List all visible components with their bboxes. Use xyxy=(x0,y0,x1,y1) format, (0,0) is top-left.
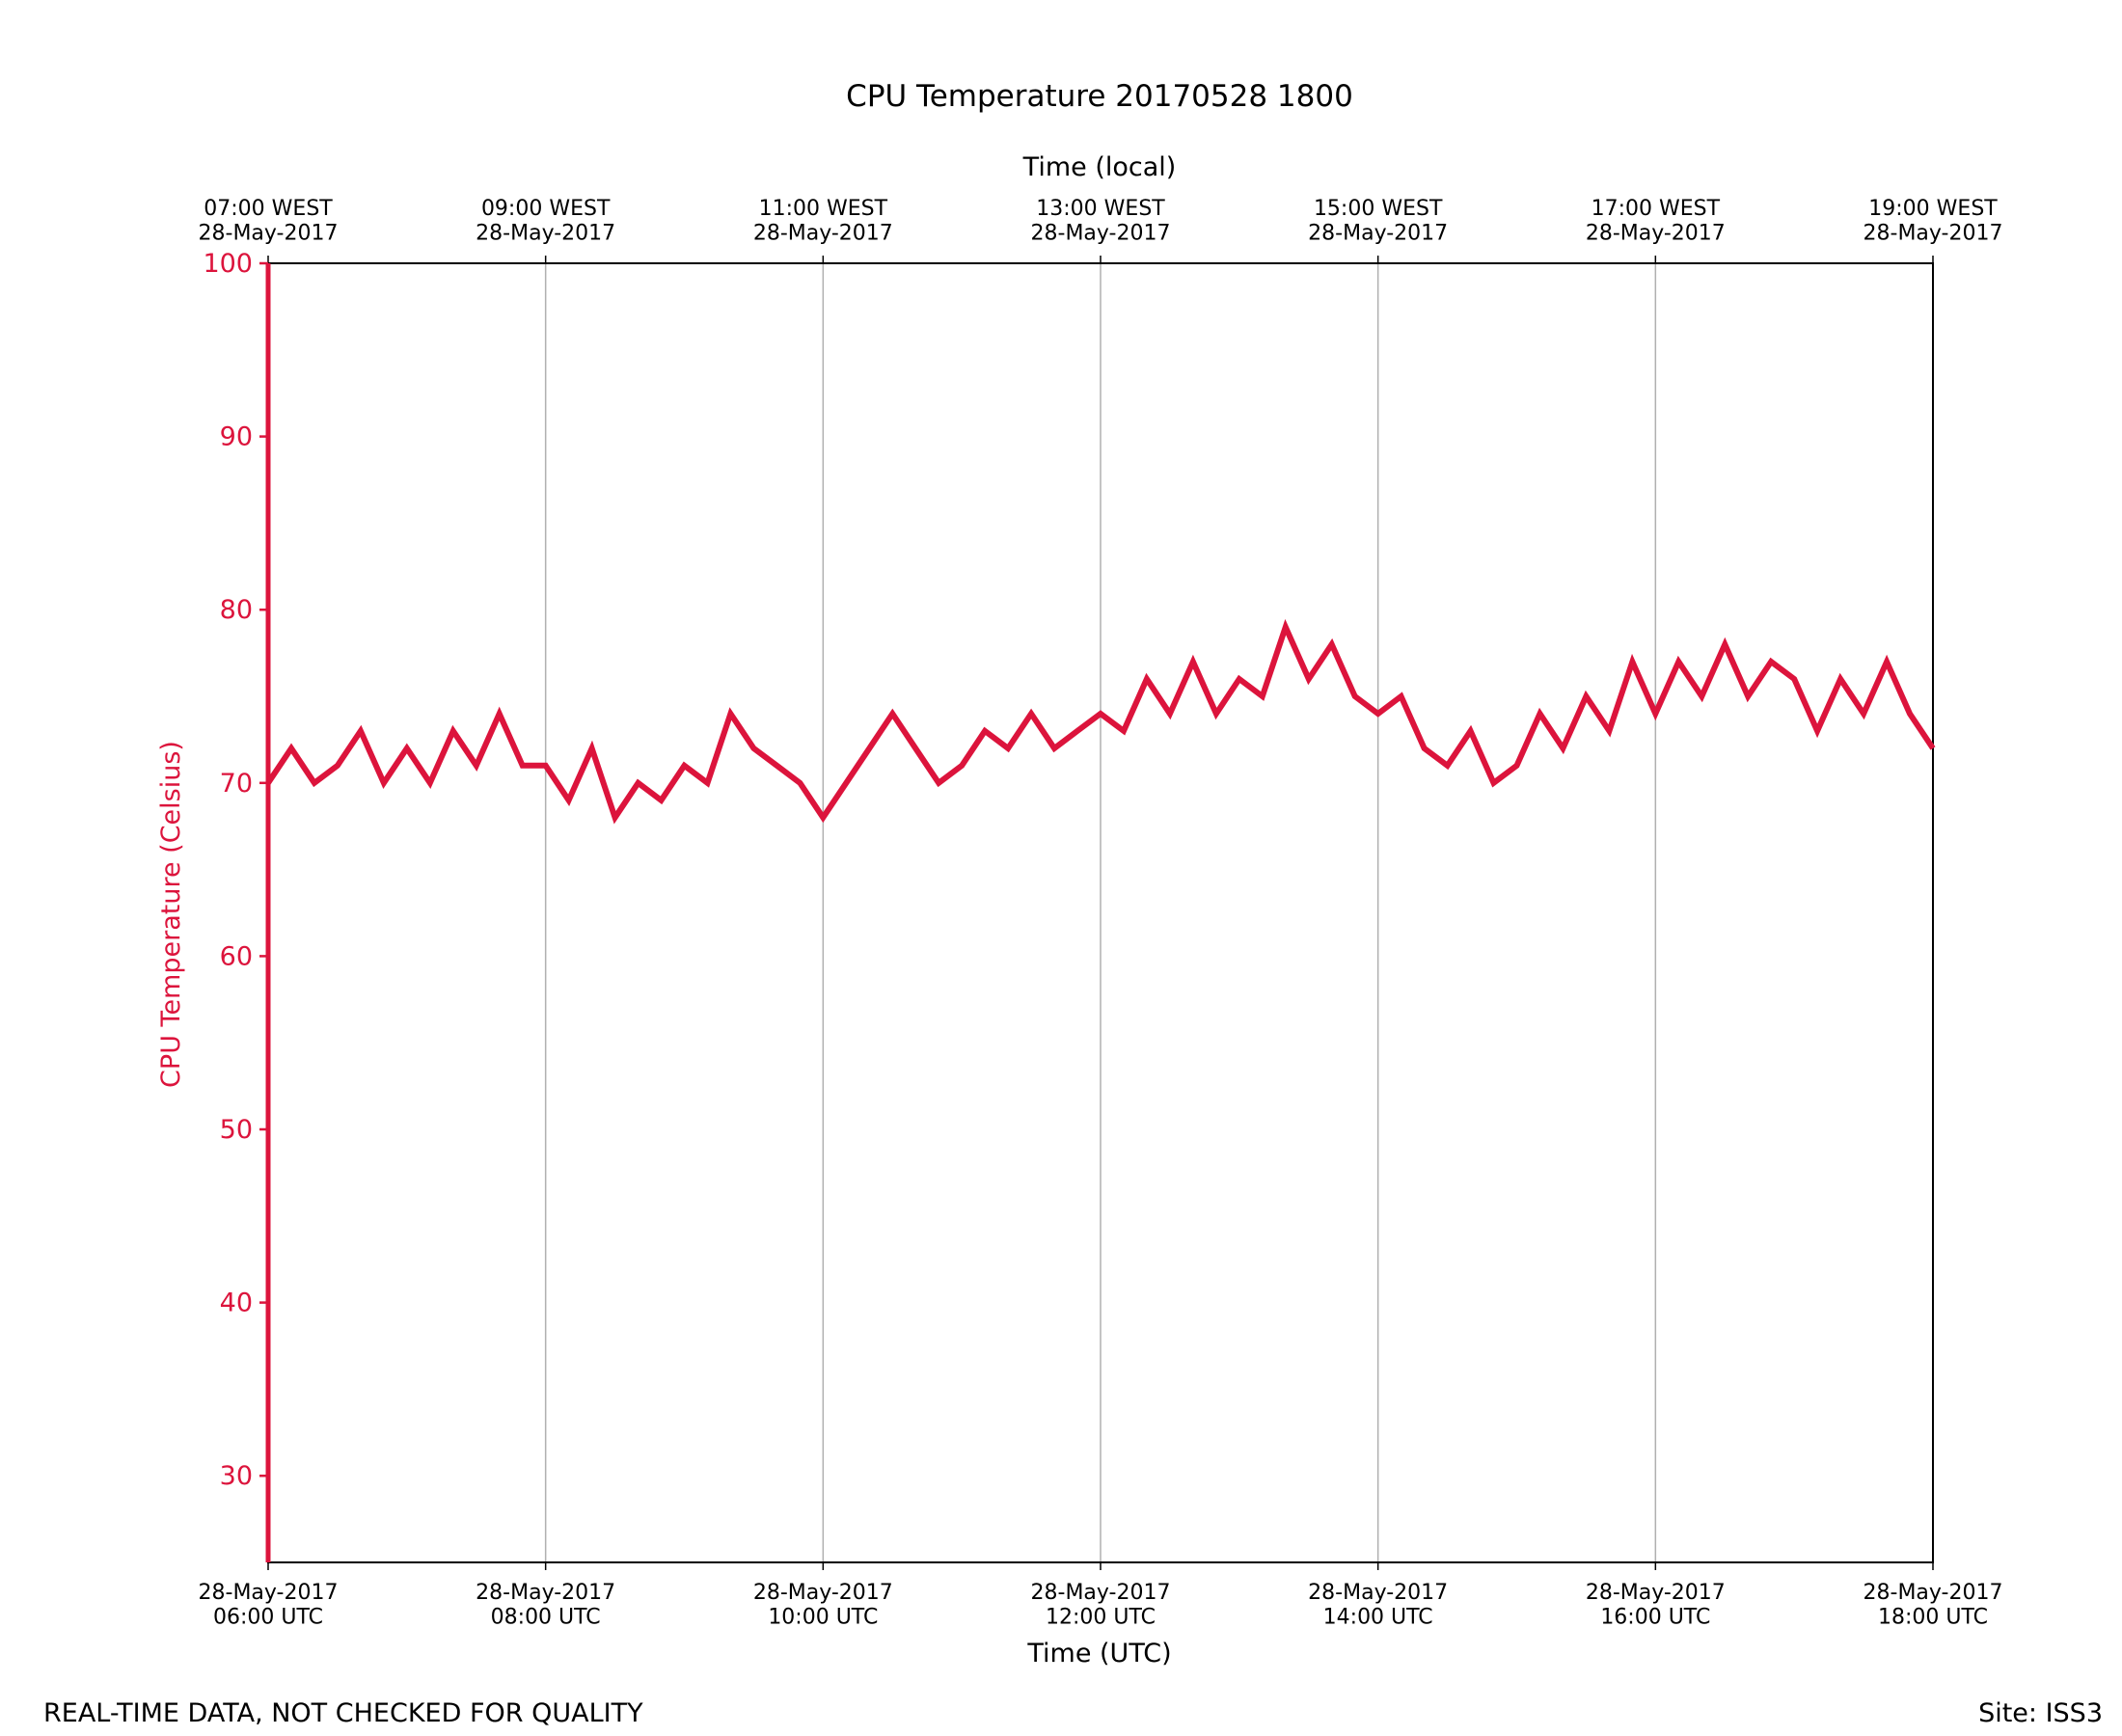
x-tick-label: 28-May-2017 06:00 UTC xyxy=(199,1581,339,1629)
y-tick-label: 80 xyxy=(220,595,253,625)
x2-tick-label: 19:00 WEST 28-May-2017 xyxy=(1864,197,2003,245)
x-tick-label: 28-May-2017 16:00 UTC xyxy=(1586,1581,1726,1629)
y-tick-label: 100 xyxy=(203,249,253,279)
x2-tick-label: 07:00 WEST 28-May-2017 xyxy=(199,197,339,245)
y-tick-label: 50 xyxy=(220,1115,253,1145)
y-tick-label: 30 xyxy=(220,1461,253,1491)
y-tick-label: 90 xyxy=(220,422,253,452)
data-line xyxy=(265,618,1936,825)
x-tick-label: 28-May-2017 08:00 UTC xyxy=(476,1581,615,1629)
y-tick-label: 40 xyxy=(220,1288,253,1318)
x2-tick-label: 15:00 WEST 28-May-2017 xyxy=(1308,197,1448,245)
x2-tick-label: 09:00 WEST 28-May-2017 xyxy=(476,197,615,245)
y-tick-label: 70 xyxy=(220,769,253,799)
x-tick-label: 28-May-2017 18:00 UTC xyxy=(1864,1581,2003,1629)
x-tick-label: 28-May-2017 10:00 UTC xyxy=(753,1581,893,1629)
y-tick-label: 60 xyxy=(220,941,253,971)
footer-note: REAL-TIME DATA, NOT CHECKED FOR QUALITY xyxy=(43,1698,643,1728)
x2-axis-label: Time (local) xyxy=(1022,152,1177,182)
x2-tick-label: 17:00 WEST 28-May-2017 xyxy=(1586,197,1726,245)
x2-tick-label: 13:00 WEST 28-May-2017 xyxy=(1031,197,1171,245)
x2-tick-label: 11:00 WEST 28-May-2017 xyxy=(753,197,893,245)
x-tick-label: 28-May-2017 14:00 UTC xyxy=(1308,1581,1448,1629)
site-label: Site: ISS3 xyxy=(1978,1698,2103,1728)
chart-title: CPU Temperature 20170528 1800 xyxy=(846,79,1353,114)
x-axis-label: Time (UTC) xyxy=(1026,1639,1171,1668)
y-axis-label: CPU Temperature (Celsius) xyxy=(156,741,186,1088)
x-tick-label: 28-May-2017 12:00 UTC xyxy=(1031,1581,1171,1629)
